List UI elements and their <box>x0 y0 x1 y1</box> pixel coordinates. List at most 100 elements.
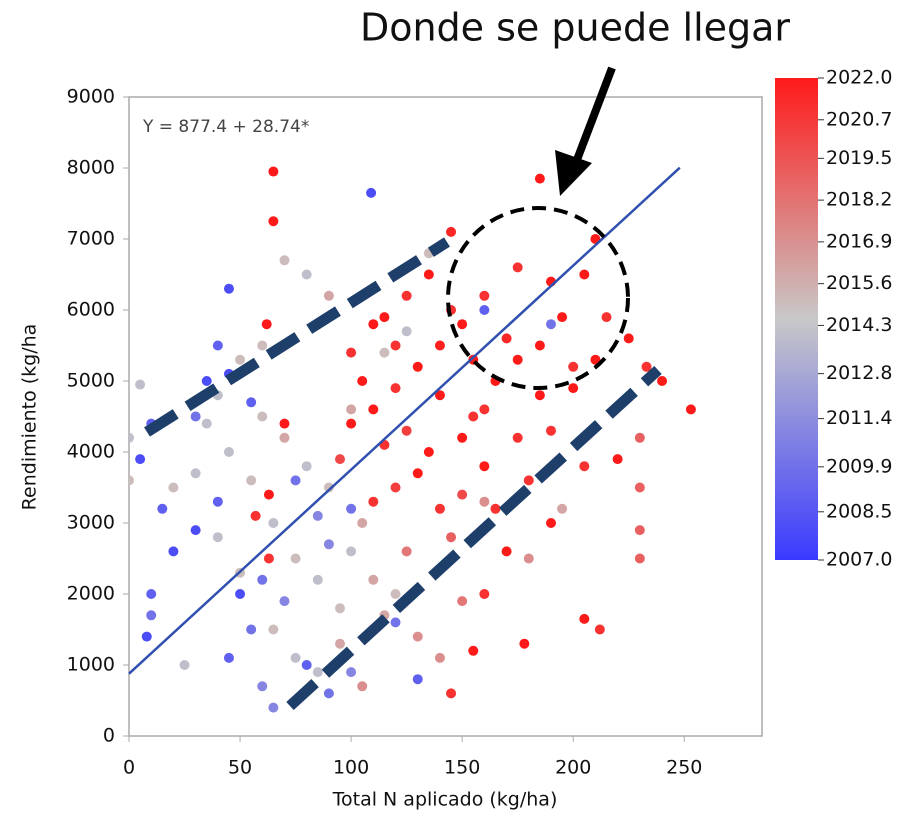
point <box>390 482 401 493</box>
colorbar-tick-label: 2008.5 <box>826 500 892 522</box>
point <box>357 376 368 386</box>
point <box>634 525 645 536</box>
point <box>212 340 223 351</box>
point <box>223 652 234 663</box>
point <box>468 645 479 656</box>
point <box>357 518 368 528</box>
point <box>146 589 157 599</box>
point <box>190 411 201 422</box>
point <box>434 503 445 514</box>
colorbar-tick-label: 2018.2 <box>826 189 892 211</box>
colorbar-tick-label: 2015.6 <box>826 272 892 294</box>
point <box>657 376 668 386</box>
point <box>179 660 190 670</box>
point <box>423 447 434 457</box>
chart-title: Donde se puede llegar <box>360 6 790 50</box>
point <box>368 496 379 507</box>
points <box>129 166 696 713</box>
point <box>212 496 223 507</box>
point <box>312 510 323 521</box>
point <box>246 624 257 635</box>
point <box>457 319 468 330</box>
point <box>501 546 512 557</box>
point <box>479 496 490 507</box>
point <box>468 411 479 422</box>
colorbar <box>775 78 818 560</box>
x-tick-label: 150 <box>444 757 480 779</box>
point <box>268 518 279 528</box>
point <box>390 340 401 351</box>
colorbar-tick-label: 2007.0 <box>826 549 892 571</box>
point <box>501 333 512 344</box>
x-tick-label: 0 <box>123 757 135 779</box>
arrow-head <box>555 150 592 196</box>
point <box>568 383 579 394</box>
point <box>634 432 645 443</box>
point <box>594 624 605 635</box>
colorbar-tick-label: 2014.3 <box>826 314 892 336</box>
point <box>201 418 212 429</box>
point <box>357 681 368 692</box>
point <box>129 432 134 443</box>
point <box>623 333 634 344</box>
point <box>368 574 379 585</box>
arrow-shaft <box>571 66 616 167</box>
point <box>268 624 279 635</box>
point <box>479 305 490 315</box>
target-circle <box>446 206 630 390</box>
point <box>412 631 423 642</box>
point <box>263 553 274 564</box>
point <box>401 326 412 337</box>
point <box>235 354 246 365</box>
point <box>190 525 201 536</box>
point <box>268 166 279 177</box>
point <box>479 290 490 301</box>
plot-frame <box>128 96 763 737</box>
point <box>634 482 645 493</box>
point <box>557 503 568 514</box>
point <box>401 425 412 436</box>
x-tick-label: 50 <box>228 757 252 779</box>
point <box>323 482 334 493</box>
point <box>346 418 357 429</box>
point <box>512 262 523 273</box>
point <box>279 255 290 266</box>
point <box>641 361 652 372</box>
point <box>368 404 379 415</box>
point <box>579 461 590 472</box>
point <box>523 553 534 564</box>
point <box>534 340 545 351</box>
upper-bound-line <box>144 237 450 437</box>
point <box>479 589 490 599</box>
point <box>146 610 157 621</box>
point <box>129 475 134 486</box>
point <box>479 404 490 415</box>
point <box>279 596 290 607</box>
point <box>135 379 146 390</box>
point <box>412 674 423 685</box>
point <box>546 518 556 528</box>
point <box>312 574 323 585</box>
point <box>246 475 257 486</box>
point <box>479 461 490 472</box>
y-tick-label: 9000 <box>67 86 115 108</box>
y-tick-label: 3000 <box>67 512 115 534</box>
trend-line <box>128 166 681 675</box>
colorbar-tick-label: 2020.7 <box>826 108 892 130</box>
point <box>401 290 412 301</box>
point <box>346 546 357 557</box>
colorbar-tick-label: 2019.5 <box>826 147 892 169</box>
point <box>168 482 179 493</box>
equation: Y = 877.4 + 28.74* <box>142 117 309 137</box>
point <box>457 596 468 607</box>
point <box>601 312 612 323</box>
point <box>685 404 696 415</box>
point <box>257 574 268 585</box>
point <box>335 638 345 649</box>
point <box>323 290 334 301</box>
point <box>346 503 357 514</box>
point <box>401 546 412 557</box>
point <box>379 347 390 358</box>
point <box>412 468 423 479</box>
point <box>546 319 556 330</box>
